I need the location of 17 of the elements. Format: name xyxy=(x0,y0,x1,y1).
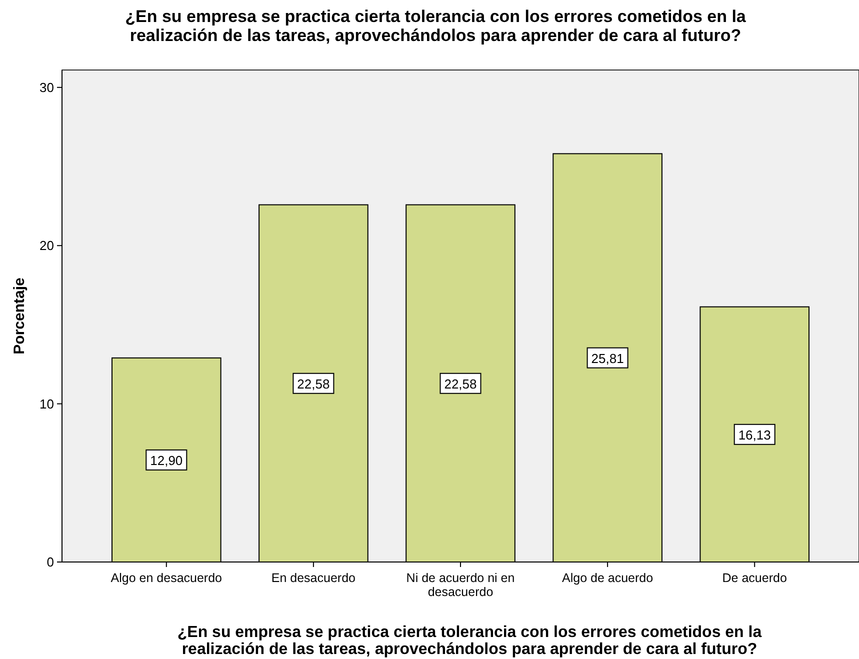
x-tick-label: Ni de acuerdo ni en desacuerdo xyxy=(406,571,515,599)
x-tick-label: En desacuerdo xyxy=(271,571,356,585)
y-axis-title: Porcentaje xyxy=(11,278,28,354)
data-label: 16,13 xyxy=(738,427,771,442)
data-label: 22,58 xyxy=(444,376,477,392)
y-tick-label: 0 xyxy=(46,554,54,570)
data-label: 12,90 xyxy=(150,452,183,468)
y-tick-label: 10 xyxy=(40,396,54,412)
y-tick-label: 20 xyxy=(40,238,54,254)
x-tick-label: Algo en desacuerdo xyxy=(110,571,222,585)
x-tick-label: De acuerdo xyxy=(722,571,787,585)
x-tick-label: Algo de acuerdo xyxy=(562,571,654,585)
y-tick-label: 30 xyxy=(40,80,54,95)
chart-title: ¿En su empresa se practica cierta tolerancia con los errores cometidos en la realización de las tareas, aprovechándolos para aprender de cara al futuro? xyxy=(125,7,746,45)
data-label: 22,58 xyxy=(297,376,330,392)
data-label: 25,81 xyxy=(591,350,624,366)
x-axis-title: ¿En su empresa se practica cierta tolerancia con los errores cometidos en la realización de las tareas, aprovechándolos para aprender de cara al futuro? xyxy=(177,624,762,658)
